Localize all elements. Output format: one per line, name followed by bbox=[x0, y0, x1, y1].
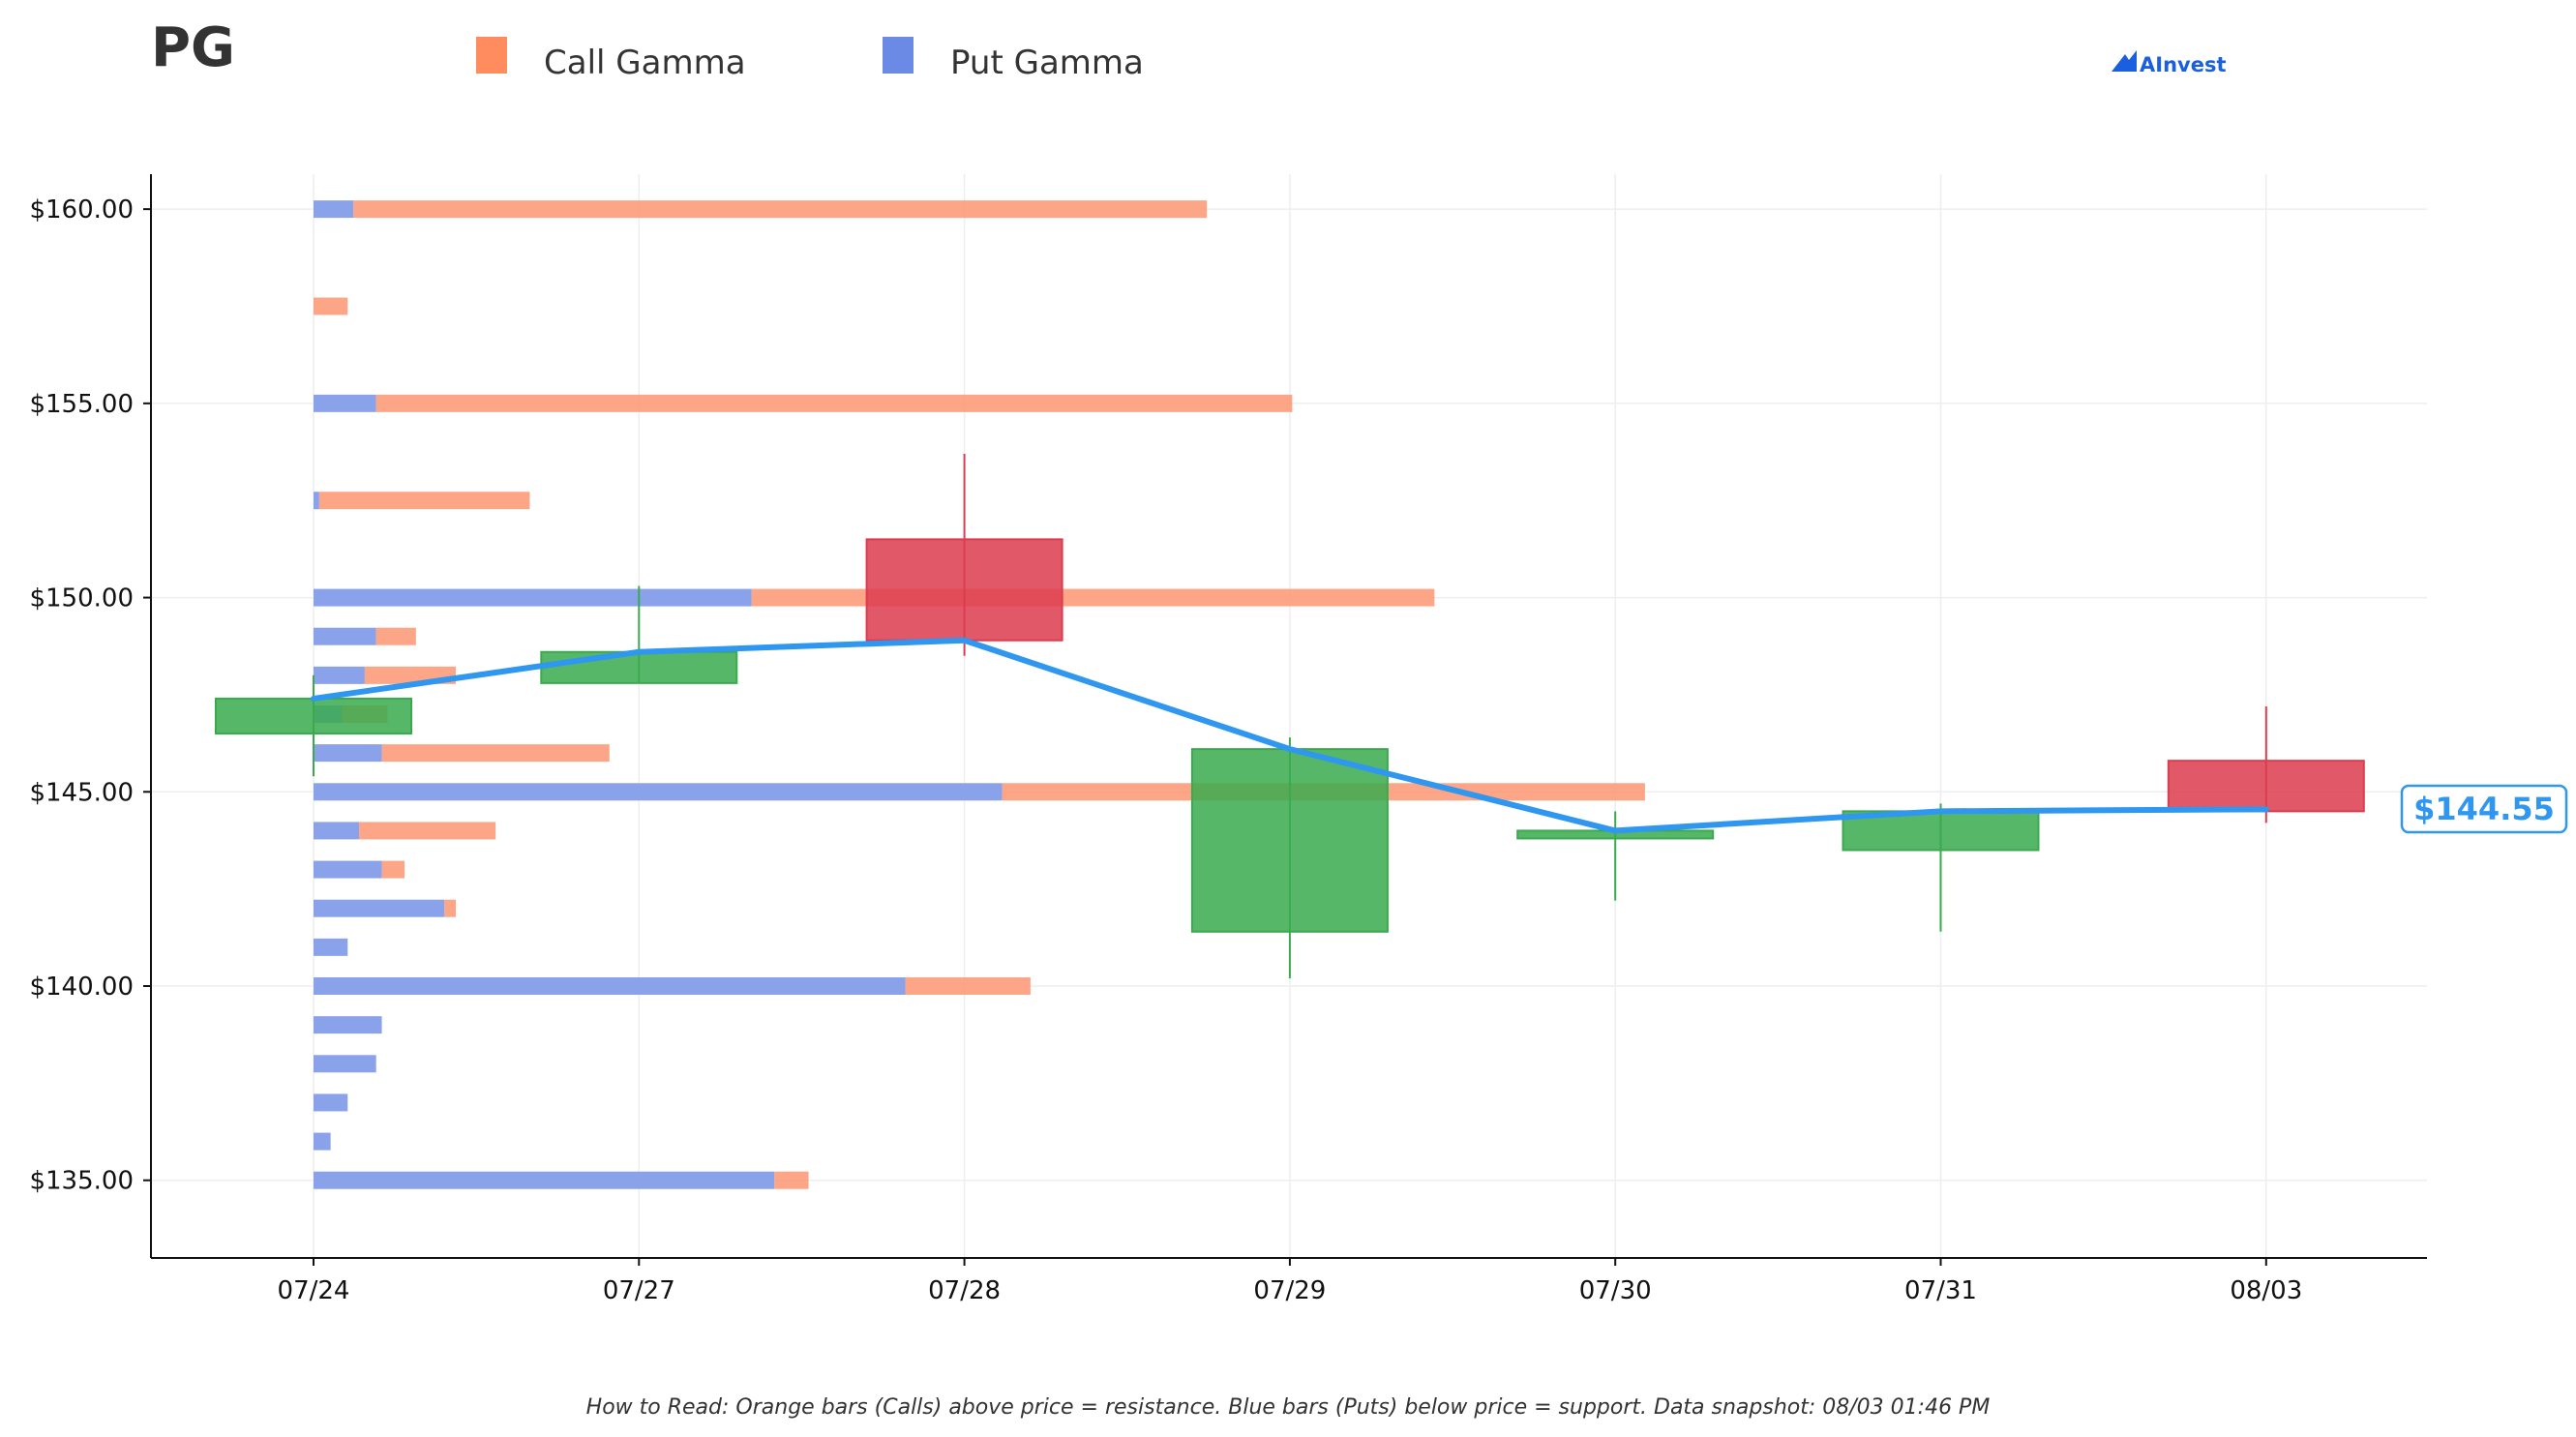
y-tick-label-3: $150.00 bbox=[29, 584, 134, 614]
chart-title: PG bbox=[151, 16, 235, 79]
call-gamma-bar-12 bbox=[444, 899, 456, 917]
put-gamma-bar-17 bbox=[314, 1093, 348, 1112]
gamma-bars bbox=[314, 200, 1645, 1189]
y-tick-label-4: $155.00 bbox=[29, 390, 134, 419]
brand-name: AInvest bbox=[2140, 53, 2227, 76]
brand-logo-icon bbox=[2112, 50, 2137, 72]
x-axis-ticks: 07/24 07/27 07/28 07/29 07/30 07/31 08/03 bbox=[278, 1258, 2302, 1305]
put-gamma-bar-11 bbox=[314, 860, 382, 879]
candle-body-1 bbox=[540, 650, 738, 684]
call-gamma-bar-3 bbox=[318, 492, 530, 510]
put-gamma-bar-15 bbox=[314, 1016, 382, 1034]
put-gamma-bar-4 bbox=[314, 588, 752, 607]
put-gamma-bar-12 bbox=[314, 899, 445, 917]
x-tick-label-1: 07/27 bbox=[603, 1276, 675, 1305]
call-gamma-bar-0 bbox=[353, 200, 1208, 219]
current-price-box bbox=[2400, 784, 2568, 834]
put-gamma-bar-3 bbox=[314, 492, 319, 510]
put-gamma-bar-14 bbox=[314, 976, 906, 995]
put-gamma-bar-9 bbox=[314, 783, 1003, 801]
put-gamma-bar-13 bbox=[314, 938, 348, 956]
grid-lines bbox=[151, 174, 2427, 1258]
call-gamma-bar-8 bbox=[381, 744, 610, 763]
legend-swatch-put bbox=[883, 37, 914, 74]
put-gamma-bar-10 bbox=[314, 822, 360, 840]
put-gamma-bar-0 bbox=[314, 200, 354, 219]
y-tick-label-5: $160.00 bbox=[29, 195, 134, 225]
call-gamma-bar-2 bbox=[375, 394, 1293, 412]
x-tick-label-5: 07/31 bbox=[1904, 1276, 1977, 1305]
legend-swatch-call bbox=[476, 37, 507, 74]
candle-body-6 bbox=[2167, 760, 2365, 813]
x-tick-label-4: 07/30 bbox=[1579, 1276, 1652, 1305]
legend-label-put: Put Gamma bbox=[950, 44, 1144, 82]
current-price-label: $144.55 bbox=[2413, 791, 2555, 827]
y-tick-label-2: $145.00 bbox=[29, 778, 134, 807]
call-gamma-bar-10 bbox=[359, 822, 496, 840]
put-gamma-bar-6 bbox=[314, 666, 365, 684]
footnote: How to Read: Orange bars (Calls) above p… bbox=[586, 1395, 1991, 1420]
put-gamma-bar-18 bbox=[314, 1132, 331, 1151]
call-gamma-bar-4 bbox=[751, 588, 1435, 607]
candle-body-0 bbox=[215, 697, 412, 735]
x-tick-label-6: 08/03 bbox=[2230, 1276, 2302, 1305]
call-gamma-bar-1 bbox=[314, 297, 348, 315]
candle-body-3 bbox=[1190, 748, 1389, 933]
legend: Call Gamma Put Gamma bbox=[476, 37, 1144, 82]
put-gamma-bar-8 bbox=[314, 744, 382, 763]
put-gamma-bar-5 bbox=[314, 627, 376, 645]
candle-body-2 bbox=[865, 538, 1063, 642]
put-gamma-bar-19 bbox=[314, 1171, 775, 1189]
close-price-line bbox=[311, 637, 2269, 834]
y-tick-label-0: $135.00 bbox=[29, 1167, 134, 1196]
x-tick-label-3: 07/29 bbox=[1253, 1276, 1326, 1305]
close-line bbox=[311, 637, 2269, 834]
y-axis-ticks: $135.00 $140.00 $145.00 $150.00 $155.00 $160.… bbox=[29, 195, 151, 1196]
put-gamma-bar-16 bbox=[314, 1055, 376, 1073]
axes bbox=[150, 174, 2427, 1259]
call-gamma-bar-11 bbox=[381, 860, 405, 879]
put-gamma-bar-2 bbox=[314, 394, 376, 412]
legend-label-call: Call Gamma bbox=[544, 44, 746, 82]
current-price-tag: $144.55 bbox=[2400, 784, 2568, 834]
call-gamma-bar-19 bbox=[774, 1171, 809, 1189]
call-gamma-bar-5 bbox=[375, 627, 416, 645]
x-tick-label-2: 07/28 bbox=[928, 1276, 1001, 1305]
x-tick-label-0: 07/24 bbox=[278, 1276, 350, 1305]
call-gamma-bar-14 bbox=[905, 976, 1031, 995]
brand-logo: AInvest bbox=[2112, 50, 2227, 76]
y-tick-label-1: $140.00 bbox=[29, 973, 134, 1002]
